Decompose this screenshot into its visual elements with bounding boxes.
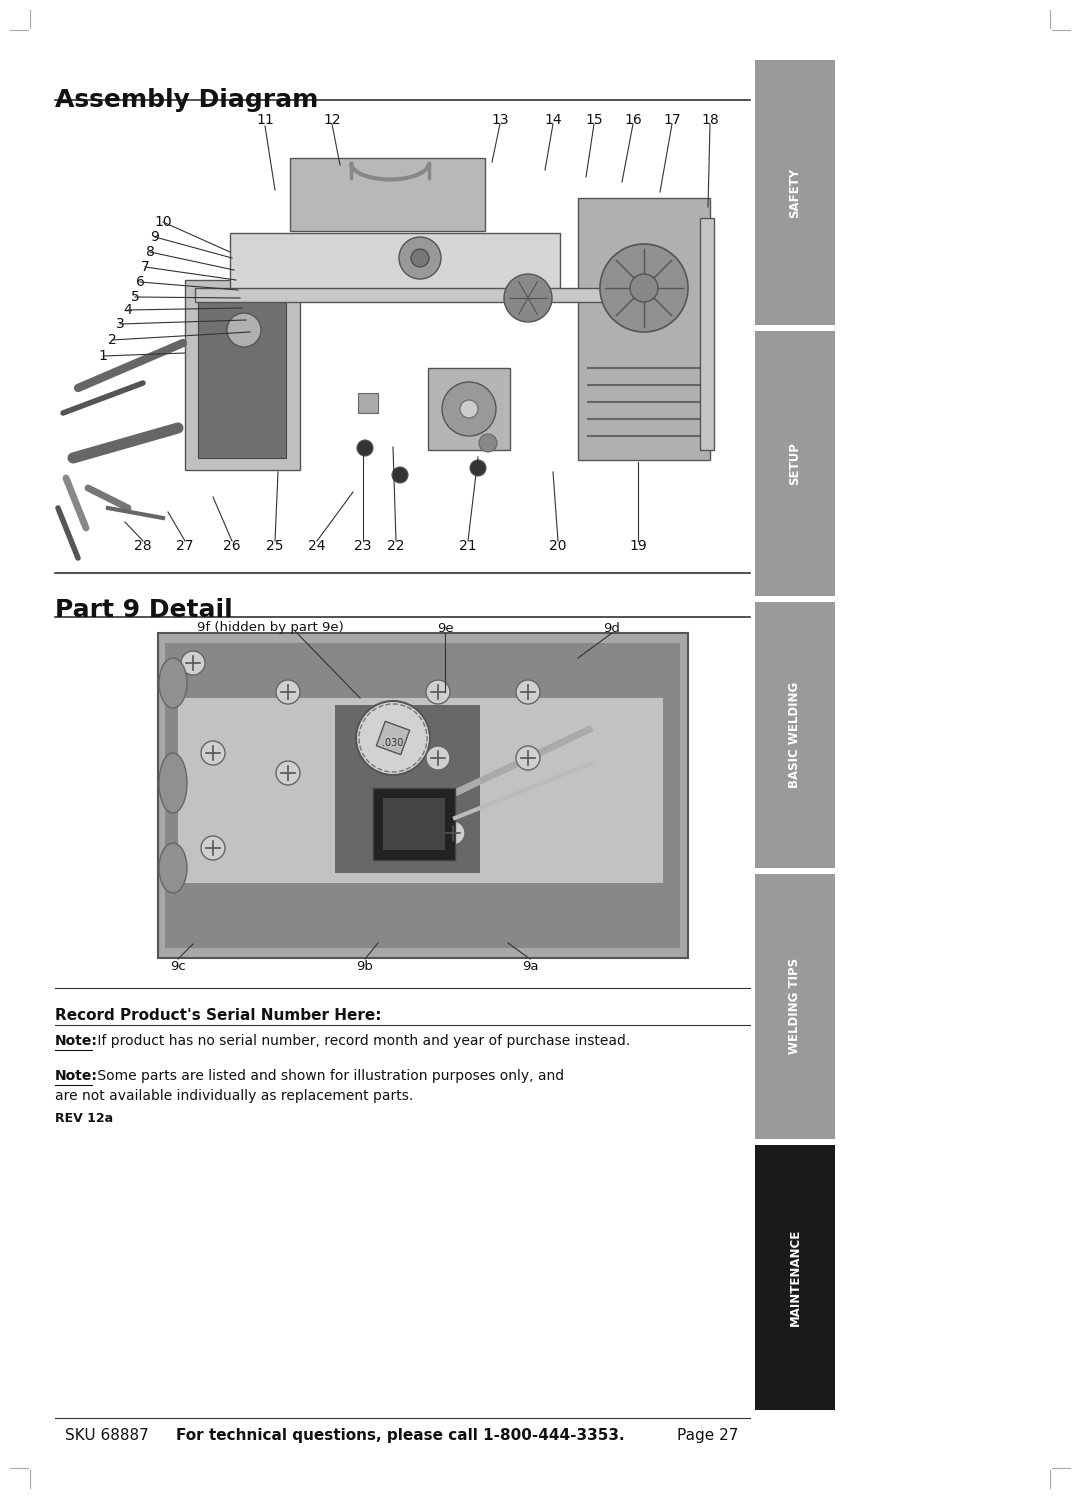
Text: 9e: 9e xyxy=(436,622,454,635)
Text: 4: 4 xyxy=(123,303,133,318)
Circle shape xyxy=(480,434,497,452)
Ellipse shape xyxy=(159,843,187,893)
Text: If product has no serial number, record month and year of purchase instead.: If product has no serial number, record … xyxy=(93,1034,631,1049)
Circle shape xyxy=(356,701,430,774)
Circle shape xyxy=(392,467,408,482)
Bar xyxy=(700,219,714,449)
Text: 9: 9 xyxy=(150,231,160,244)
Text: SETUP: SETUP xyxy=(788,442,801,485)
Text: Page 27: Page 27 xyxy=(677,1428,738,1443)
Text: 22: 22 xyxy=(388,539,405,553)
Bar xyxy=(195,288,620,303)
Text: 19: 19 xyxy=(630,539,647,553)
Text: 7: 7 xyxy=(140,261,149,274)
Text: 13: 13 xyxy=(491,112,509,127)
Text: 3: 3 xyxy=(116,318,124,331)
Bar xyxy=(383,798,445,849)
Text: 28: 28 xyxy=(134,539,152,553)
Ellipse shape xyxy=(159,753,187,813)
Circle shape xyxy=(426,746,450,770)
Text: Part 9 Detail: Part 9 Detail xyxy=(55,598,233,622)
Text: 16: 16 xyxy=(624,112,642,127)
Circle shape xyxy=(276,680,300,704)
Bar xyxy=(755,60,835,325)
Text: Assembly Diagram: Assembly Diagram xyxy=(55,88,319,112)
Text: Note:: Note: xyxy=(55,1070,98,1083)
Bar xyxy=(755,873,835,1138)
Text: Note:: Note: xyxy=(55,1034,98,1049)
Circle shape xyxy=(201,836,225,860)
Circle shape xyxy=(504,274,552,322)
Text: 9f (hidden by part 9e): 9f (hidden by part 9e) xyxy=(197,622,343,635)
Text: 6: 6 xyxy=(136,276,145,289)
Circle shape xyxy=(227,313,261,348)
Circle shape xyxy=(442,382,496,436)
Text: 26: 26 xyxy=(224,539,241,553)
Bar xyxy=(578,198,710,460)
Text: For technical questions, please call 1-800-444-3353.: For technical questions, please call 1-8… xyxy=(176,1428,624,1443)
Text: 15: 15 xyxy=(585,112,603,127)
Circle shape xyxy=(600,244,688,333)
Text: REV 12a: REV 12a xyxy=(55,1112,113,1125)
Circle shape xyxy=(630,274,658,303)
Circle shape xyxy=(411,249,429,267)
Bar xyxy=(158,634,688,959)
Text: 25: 25 xyxy=(267,539,284,553)
Bar xyxy=(291,157,485,231)
Text: are not available individually as replacement parts.: are not available individually as replac… xyxy=(55,1089,414,1103)
Text: 14: 14 xyxy=(544,112,562,127)
Circle shape xyxy=(276,761,300,785)
Text: 8: 8 xyxy=(146,246,154,259)
Circle shape xyxy=(399,237,441,279)
Text: 9b: 9b xyxy=(356,960,374,974)
Circle shape xyxy=(357,440,373,455)
Text: SAFETY: SAFETY xyxy=(788,168,801,217)
Text: .030: .030 xyxy=(382,739,404,748)
Text: 2: 2 xyxy=(108,333,117,348)
Circle shape xyxy=(181,652,205,676)
Text: 11: 11 xyxy=(256,112,274,127)
Circle shape xyxy=(516,746,540,770)
Circle shape xyxy=(201,742,225,765)
Text: 23: 23 xyxy=(354,539,372,553)
Text: 9d: 9d xyxy=(604,622,620,635)
Circle shape xyxy=(426,680,450,704)
Bar xyxy=(755,331,835,596)
Text: 5: 5 xyxy=(131,291,139,304)
Circle shape xyxy=(460,400,478,418)
Text: Some parts are listed and shown for illustration purposes only, and: Some parts are listed and shown for illu… xyxy=(93,1070,564,1083)
Text: WELDING TIPS: WELDING TIPS xyxy=(788,959,801,1055)
Circle shape xyxy=(470,460,486,476)
Text: 18: 18 xyxy=(701,112,719,127)
Bar xyxy=(755,602,835,867)
Bar xyxy=(198,294,286,458)
Ellipse shape xyxy=(159,658,187,709)
Text: 9c: 9c xyxy=(171,960,186,974)
Circle shape xyxy=(441,821,465,845)
Text: 27: 27 xyxy=(176,539,193,553)
Text: SKU 68887: SKU 68887 xyxy=(65,1428,149,1443)
Bar xyxy=(165,643,680,948)
Text: MAINTENANCE: MAINTENANCE xyxy=(788,1228,801,1326)
Text: 17: 17 xyxy=(663,112,680,127)
Text: 24: 24 xyxy=(308,539,326,553)
Bar xyxy=(178,698,663,882)
Text: BASIC WELDING: BASIC WELDING xyxy=(788,682,801,788)
Text: 1: 1 xyxy=(98,349,107,363)
Bar xyxy=(373,788,455,860)
Bar xyxy=(357,392,378,413)
Text: 9a: 9a xyxy=(522,960,538,974)
Bar xyxy=(335,706,480,873)
Bar xyxy=(230,234,561,291)
Text: 21: 21 xyxy=(459,539,476,553)
Circle shape xyxy=(516,680,540,704)
Text: 12: 12 xyxy=(323,112,341,127)
Text: Record Product's Serial Number Here:: Record Product's Serial Number Here: xyxy=(55,1008,381,1023)
Text: 10: 10 xyxy=(154,216,172,229)
Polygon shape xyxy=(376,722,409,755)
Text: 20: 20 xyxy=(550,539,567,553)
Bar xyxy=(185,280,300,470)
Bar xyxy=(755,1144,835,1410)
Bar xyxy=(428,369,510,449)
